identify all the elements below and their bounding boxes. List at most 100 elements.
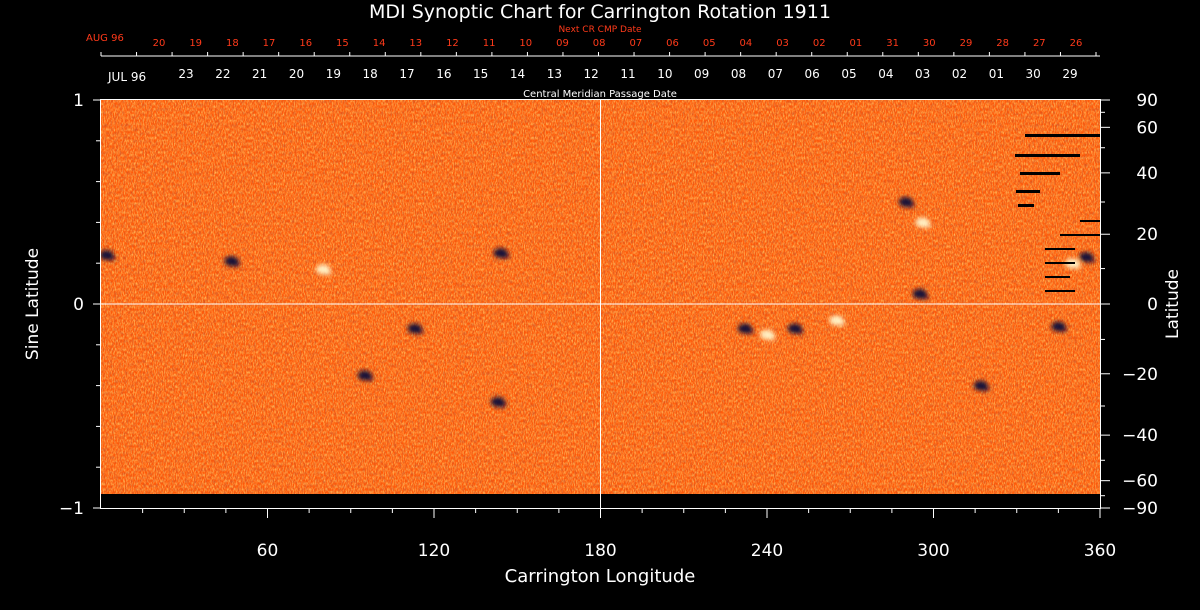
bottom-axis: 60 120 180 240 300 360 bbox=[142, 508, 1116, 561]
cmp-date-label: 01 bbox=[989, 67, 1004, 81]
next-date-label: 15 bbox=[336, 38, 349, 49]
next-caption: Next CR CMP Date bbox=[558, 25, 642, 35]
cmp-date-label: 19 bbox=[326, 67, 341, 81]
active-region-negative bbox=[498, 401, 507, 408]
active-region-negative bbox=[906, 202, 915, 208]
active-region-positive bbox=[324, 269, 332, 276]
next-date-label: 04 bbox=[740, 38, 753, 49]
right-axis: 90 60 40 20 0 −20 −40 −60 −90 bbox=[1100, 91, 1158, 519]
next-date-label: 30 bbox=[923, 38, 936, 49]
bottom-tick-label: 240 bbox=[751, 541, 783, 561]
right-tick-label: 0 bbox=[1147, 295, 1158, 315]
cmp-date-label: 03 bbox=[915, 67, 930, 81]
next-date-label: 14 bbox=[373, 38, 386, 49]
active-region-negative bbox=[1059, 326, 1068, 333]
right-tick-label: 40 bbox=[1136, 164, 1158, 184]
top-axis-cmp: JUL 96 23 22 21 20 19 18 17 16 15 14 13 12 11 10 09 08 0… bbox=[107, 67, 1078, 100]
missing-data-stripe bbox=[1080, 220, 1100, 222]
left-tick-label: −1 bbox=[59, 499, 84, 519]
cmp-date-label: 30 bbox=[1026, 67, 1041, 81]
cmp-date-label: 13 bbox=[547, 67, 562, 81]
next-date-label: 20 bbox=[153, 38, 166, 49]
next-date-label: 19 bbox=[189, 38, 202, 49]
active-region-negative bbox=[1087, 257, 1096, 264]
cmp-date-label: 20 bbox=[289, 67, 304, 81]
missing-data-stripe bbox=[1025, 134, 1100, 137]
cmp-date-label: 29 bbox=[1062, 67, 1077, 81]
cmp-date-label: 16 bbox=[436, 67, 451, 81]
cmp-date-label: 23 bbox=[178, 67, 193, 81]
next-date-label: 16 bbox=[299, 38, 312, 49]
missing-data-stripe bbox=[1060, 234, 1100, 236]
active-region-positive bbox=[923, 222, 932, 229]
cmp-date-label: 07 bbox=[768, 67, 783, 81]
cmp-date-label: 08 bbox=[731, 67, 746, 81]
cmp-date-label: 17 bbox=[399, 67, 414, 81]
active-region-negative bbox=[501, 253, 510, 259]
right-tick-label: −60 bbox=[1122, 472, 1158, 492]
next-date-label: 01 bbox=[850, 38, 863, 49]
right-tick-label: −40 bbox=[1122, 426, 1158, 446]
cmp-date-label: 18 bbox=[363, 67, 378, 81]
cmp-date-label: 09 bbox=[694, 67, 709, 81]
cmp-date-label: 11 bbox=[620, 67, 635, 81]
active-region-negative bbox=[107, 255, 116, 262]
next-month-label: AUG 96 bbox=[86, 33, 124, 44]
left-axis: 1 0 −1 bbox=[59, 91, 101, 519]
cmp-date-label: 04 bbox=[878, 67, 893, 81]
bottom-tick-label: 360 bbox=[1084, 541, 1116, 561]
right-tick-label: 60 bbox=[1136, 118, 1158, 138]
next-date-label: 12 bbox=[446, 38, 459, 49]
active-region-negative bbox=[232, 261, 241, 268]
next-date-label: 05 bbox=[703, 38, 716, 49]
active-region-positive bbox=[1073, 263, 1082, 270]
cmp-date-label: 02 bbox=[952, 67, 967, 81]
bottom-tick-label: 180 bbox=[584, 541, 616, 561]
x-axis-label: Carrington Longitude bbox=[505, 566, 696, 587]
next-date-label: 11 bbox=[483, 38, 496, 49]
active-region-negative bbox=[981, 385, 990, 392]
active-region-positive bbox=[837, 320, 846, 327]
cmp-date-label: 14 bbox=[510, 67, 525, 81]
bottom-tick-label: 60 bbox=[257, 541, 279, 561]
active-region-negative bbox=[920, 293, 929, 300]
missing-data-stripe bbox=[1045, 248, 1075, 250]
next-date-label: 07 bbox=[629, 38, 642, 49]
missing-data-stripe bbox=[1016, 190, 1040, 193]
missing-data-stripe bbox=[1045, 276, 1070, 278]
cmp-caption: Central Meridian Passage Date bbox=[523, 89, 677, 100]
missing-data-stripe bbox=[1018, 204, 1034, 207]
right-tick-label: −90 bbox=[1122, 499, 1158, 519]
missing-data-stripe bbox=[1015, 154, 1080, 157]
next-date-label: 02 bbox=[813, 38, 826, 49]
next-date-label: 29 bbox=[960, 38, 973, 49]
cmp-date-label: 10 bbox=[657, 67, 672, 81]
missing-data-stripe bbox=[1045, 262, 1075, 264]
next-date-label: 03 bbox=[776, 38, 789, 49]
cmp-date-label: 21 bbox=[252, 67, 267, 81]
bottom-tick-label: 300 bbox=[917, 541, 949, 561]
next-date-label: 13 bbox=[409, 38, 422, 49]
left-tick-label: 1 bbox=[73, 91, 84, 111]
active-region-positive bbox=[768, 334, 776, 341]
active-region-negative bbox=[795, 328, 804, 335]
next-date-label: 17 bbox=[263, 38, 276, 49]
cmp-date-label: 22 bbox=[215, 67, 230, 81]
active-region-negative bbox=[745, 328, 754, 335]
y-axis-label-right: Latitude bbox=[1163, 269, 1183, 339]
right-tick-label: 90 bbox=[1136, 91, 1158, 111]
next-date-label: 08 bbox=[593, 38, 606, 49]
next-date-label: 09 bbox=[556, 38, 569, 49]
cmp-month-label: JUL 96 bbox=[107, 70, 146, 84]
cmp-date-label: 05 bbox=[841, 67, 856, 81]
left-tick-label: 0 bbox=[73, 295, 84, 315]
plot-area bbox=[101, 100, 1100, 508]
next-date-label: 10 bbox=[519, 38, 532, 49]
cmp-date-label: 12 bbox=[584, 67, 599, 81]
missing-data-stripe bbox=[1020, 172, 1060, 175]
missing-data-stripe bbox=[1045, 290, 1075, 292]
y-axis-label-left: Sine Latitude bbox=[23, 248, 43, 360]
active-region-negative bbox=[415, 328, 424, 335]
chart-title: MDI Synoptic Chart for Carrington Rotati… bbox=[369, 1, 831, 23]
